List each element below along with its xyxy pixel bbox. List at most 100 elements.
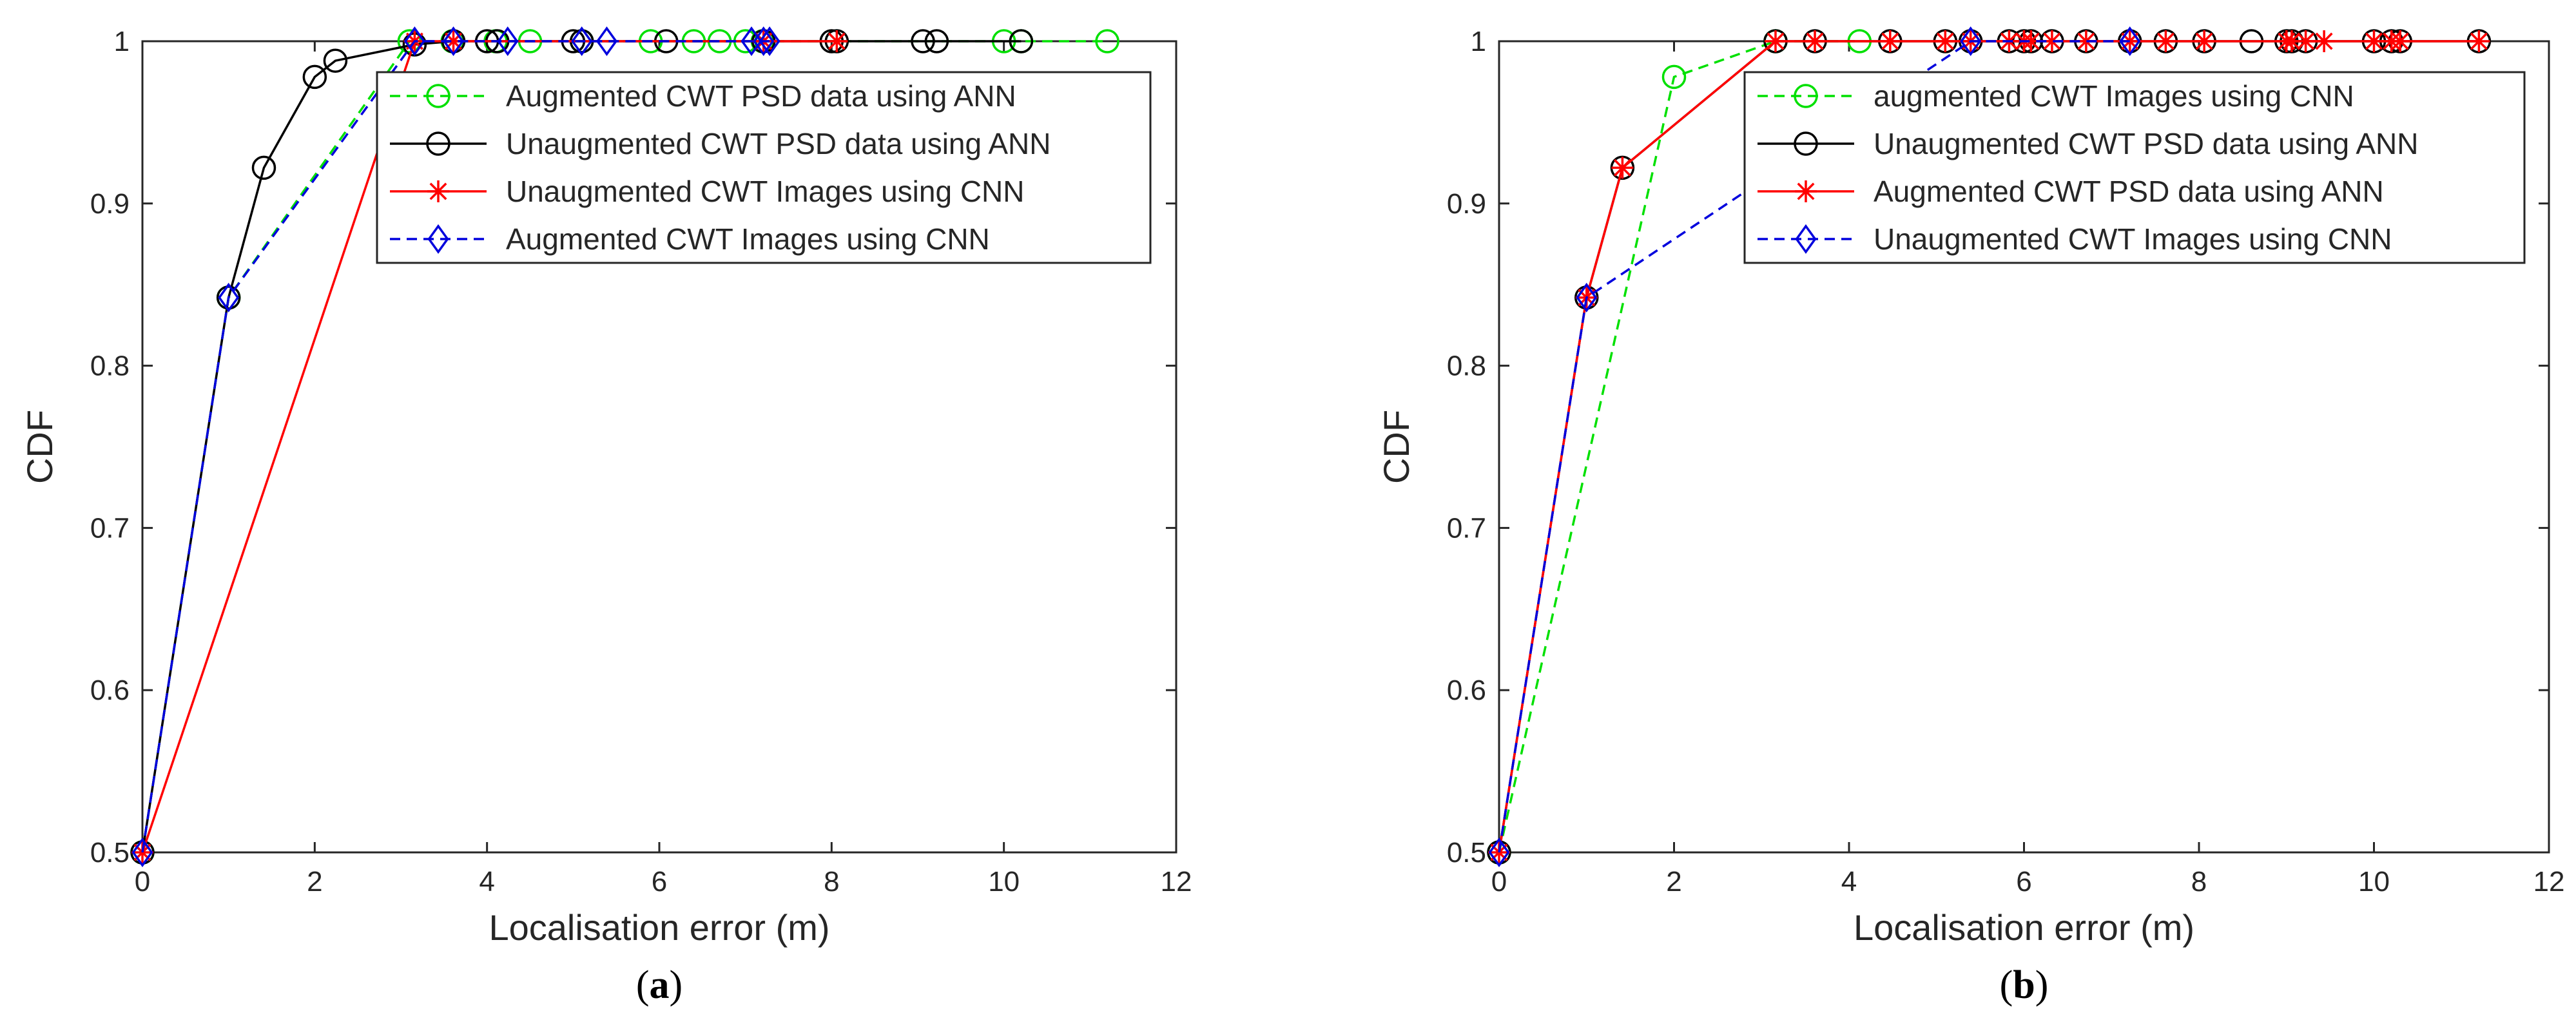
data-point [497,26,519,56]
y-tick-label: 0.5 [90,837,130,868]
data-point [1934,30,1957,52]
y-axis-label: CDF [1376,410,1417,484]
legend-entry: Augmented CWT PSD data using ANN [1758,175,2384,208]
panel-label: (a) [636,963,683,1007]
x-tick-label: 4 [479,866,494,897]
data-point [323,48,348,73]
legend-entry: augmented CWT Images using CNN [1758,79,2354,113]
legend-label: Augmented CWT PSD data using ANN [506,79,1016,113]
data-point [2020,30,2042,52]
y-tick-label: 0.9 [90,188,130,220]
legend-label: Unaugmented CWT Images using CNN [506,175,1024,208]
data-point [1095,29,1119,53]
legend-entry: Unaugmented CWT PSD data using ANN [390,127,1051,160]
x-tick-label: 10 [988,866,1020,897]
data-point [2193,30,2216,52]
legend-marker [1794,131,1818,156]
legend-label: Augmented CWT Images using CNN [506,222,990,256]
x-axis-label: Localisation error (m) [489,907,829,948]
y-tick-label: 0.6 [90,675,130,706]
x-tick-label: 2 [1666,866,1681,897]
legend-box [1743,71,2526,264]
x-tick-label: 0 [135,866,150,897]
legend-box [376,71,1152,264]
x-tick-label: 6 [652,866,667,897]
y-tick-label: 0.9 [1447,188,1486,220]
data-point [1764,30,1787,52]
data-point [1661,64,1687,90]
data-point [442,30,465,52]
panel-a: 0 2 4 6 8 10 12 0.5 0.6 0.7 0.8 0.9 1 Localisation er… [19,26,1192,1007]
legend-label: Unaugmented CWT Images using CNN [1874,222,2392,256]
plot-series-layer [130,26,1119,867]
data-point [216,285,241,310]
data-point [2075,30,2097,52]
data-point [218,282,240,312]
y-tick-label: 0.7 [1447,512,1486,544]
data-point [1879,30,1901,52]
data-point [1488,838,1510,867]
legend-entry: Unaugmented CWT PSD data using ANN [1758,127,2418,160]
legend-marker [1794,84,1818,108]
x-tick-label: 8 [824,866,839,897]
legend-marker [426,131,450,156]
legend-marker [1795,180,1817,202]
series-line [141,40,770,853]
data-point [1009,29,1034,53]
legend: Augmented CWT PSD data using ANN Unaugmen… [376,71,1152,264]
data-point [753,26,775,56]
data-point [911,29,935,53]
data-point [924,29,949,53]
legend-marker [426,84,450,108]
y-tick-label: 0.8 [90,350,130,382]
panel-b: 0 2 4 6 8 10 12 0.5 0.6 0.7 0.8 0.9 1 Localisation er… [1376,26,2564,1007]
legend-label: augmented CWT Images using CNN [1874,79,2354,113]
data-point [1804,30,1826,52]
x-tick-label: 2 [307,866,322,897]
data-point [826,30,848,52]
data-point [2280,30,2303,52]
legend: augmented CWT Images using CNN Unaugmente… [1743,71,2526,264]
series-4 [131,26,780,867]
legend-label: Augmented CWT PSD data using ANN [1874,175,2384,208]
data-point [1960,26,1982,56]
data-point [131,838,153,867]
legend-marker [1795,224,1817,254]
data-point [403,26,425,56]
data-point [759,26,780,56]
data-point [1576,282,1598,312]
x-tick-label: 10 [2358,866,2390,897]
data-point [2118,30,2141,52]
x-tick-label: 0 [1491,866,1507,897]
x-tick-label: 12 [2533,866,2565,897]
x-tick-label: 4 [1841,866,1857,897]
x-tick-label: 8 [2191,866,2207,897]
y-tick-label: 0.5 [1447,837,1486,868]
data-point [2119,26,2141,56]
legend-label: Unaugmented CWT PSD data using ANN [1874,127,2418,160]
y-axis-label: CDF [19,410,60,484]
y-tick-label: 1 [1471,26,1486,57]
data-point [442,26,465,56]
legend-marker [427,180,449,202]
legend-entry: Unaugmented CWT Images using CNN [390,175,1024,208]
legend-label: Unaugmented CWT PSD data using ANN [506,127,1051,160]
y-tick-label: 0.6 [1447,675,1486,706]
data-point [2155,30,2177,52]
legend-entry: Augmented CWT Images using CNN [390,222,990,256]
y-tick-label: 0.8 [1447,350,1486,382]
data-point [2294,30,2317,52]
legend-entry: Augmented CWT PSD data using ANN [390,79,1016,113]
data-point [2363,30,2385,52]
y-tick-label: 1 [114,26,130,57]
data-point [2389,30,2412,52]
data-point [2468,30,2490,52]
data-point [571,26,593,56]
x-tick-label: 6 [2016,866,2031,897]
x-tick-label: 12 [1161,866,1192,897]
data-point [302,64,327,90]
data-point [1611,157,1634,179]
legend-marker [427,224,449,254]
data-point [2313,30,2336,52]
